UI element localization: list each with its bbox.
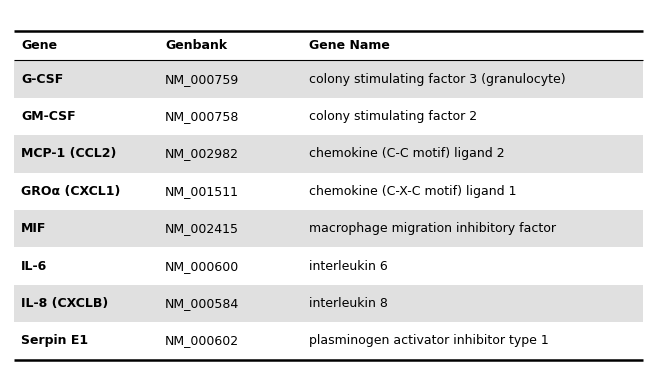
Text: NM_000758: NM_000758	[165, 110, 239, 123]
Text: NM_000600: NM_000600	[165, 260, 239, 273]
Text: colony stimulating factor 2: colony stimulating factor 2	[309, 110, 477, 123]
Text: IL-6: IL-6	[21, 260, 47, 273]
Text: NM_002982: NM_002982	[165, 147, 239, 160]
Text: interleukin 6: interleukin 6	[309, 260, 388, 273]
Text: GROα (CXCL1): GROα (CXCL1)	[21, 185, 120, 198]
Text: macrophage migration inhibitory factor: macrophage migration inhibitory factor	[309, 222, 556, 235]
Bar	[14, 61, 643, 98]
Text: Gene Name: Gene Name	[309, 39, 390, 52]
Text: GM-CSF: GM-CSF	[21, 110, 76, 123]
Text: MIF: MIF	[21, 222, 47, 235]
Text: Serpin E1: Serpin E1	[21, 334, 88, 347]
Text: NM_000759: NM_000759	[165, 73, 239, 86]
Bar	[14, 210, 643, 247]
Text: interleukin 8: interleukin 8	[309, 297, 388, 310]
Text: NM_002415: NM_002415	[165, 222, 239, 235]
Bar	[14, 285, 643, 322]
Text: MCP-1 (CCL2): MCP-1 (CCL2)	[21, 147, 116, 160]
Text: NM_001511: NM_001511	[165, 185, 239, 198]
Text: IL-8 (CXCLB): IL-8 (CXCLB)	[21, 297, 108, 310]
Text: NM_000602: NM_000602	[165, 334, 239, 347]
Text: G-CSF: G-CSF	[21, 73, 63, 86]
Text: Genbank: Genbank	[165, 39, 227, 52]
Text: chemokine (C-X-C motif) ligand 1: chemokine (C-X-C motif) ligand 1	[309, 185, 516, 198]
Text: plasminogen activator inhibitor type 1: plasminogen activator inhibitor type 1	[309, 334, 549, 347]
Text: colony stimulating factor 3 (granulocyte): colony stimulating factor 3 (granulocyte…	[309, 73, 566, 86]
Text: chemokine (C-C motif) ligand 2: chemokine (C-C motif) ligand 2	[309, 147, 505, 160]
Text: Gene: Gene	[21, 39, 57, 52]
Bar	[14, 135, 643, 173]
Text: NM_000584: NM_000584	[165, 297, 239, 310]
